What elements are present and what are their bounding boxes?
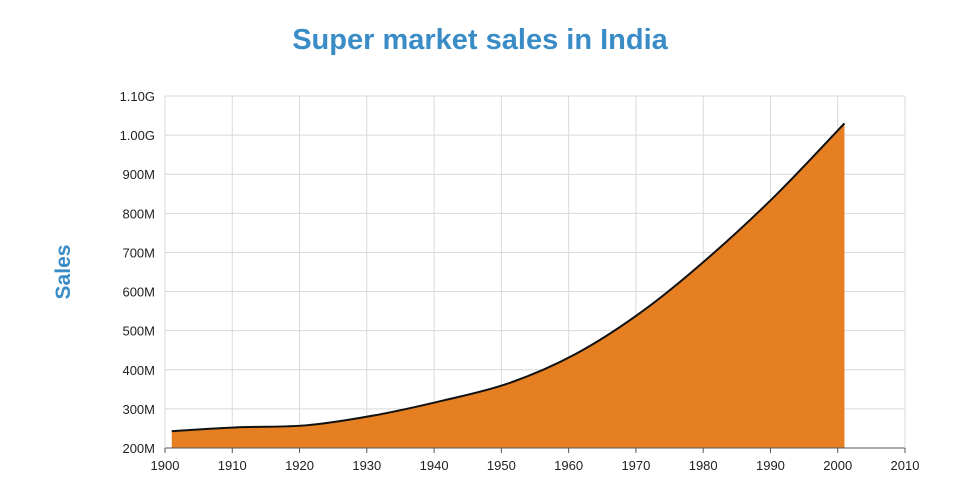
x-tick-label: 1980: [689, 458, 718, 473]
y-tick-label: 200M: [122, 441, 155, 456]
y-tick-label: 400M: [122, 363, 155, 378]
x-tick-label: 1970: [621, 458, 650, 473]
area-layer: [171, 122, 846, 448]
series-line: [171, 122, 846, 433]
x-tick-label: 1920: [285, 458, 314, 473]
x-tick-label: 1910: [218, 458, 247, 473]
x-tick-label: 1930: [352, 458, 381, 473]
x-tick-label: 2000: [823, 458, 852, 473]
x-tick-label: 1990: [756, 458, 785, 473]
x-tick-label: 1900: [151, 458, 180, 473]
y-tick-label: 300M: [122, 402, 155, 417]
x-tick-label: 1940: [420, 458, 449, 473]
x-tick-label: 2010: [891, 458, 920, 473]
y-tick-label: 600M: [122, 285, 155, 300]
x-tick-label: 1960: [554, 458, 583, 473]
y-tick-label: 900M: [122, 167, 155, 182]
y-tick-label: 500M: [122, 324, 155, 339]
axis-layer: [164, 95, 906, 453]
y-tick-label: 1.00G: [120, 128, 155, 143]
chart-title: Super market sales in India: [292, 24, 668, 56]
y-tick-label: 800M: [122, 206, 155, 221]
y-tick-label: 700M: [122, 245, 155, 260]
tick-layer: 1900 1910 1920 1930 1940 1950 1960 1970 1980 1990…: [120, 89, 920, 473]
area-fill: [171, 123, 845, 448]
x-tick-label: 1950: [487, 458, 516, 473]
y-tick-label: 1.10G: [120, 89, 155, 104]
